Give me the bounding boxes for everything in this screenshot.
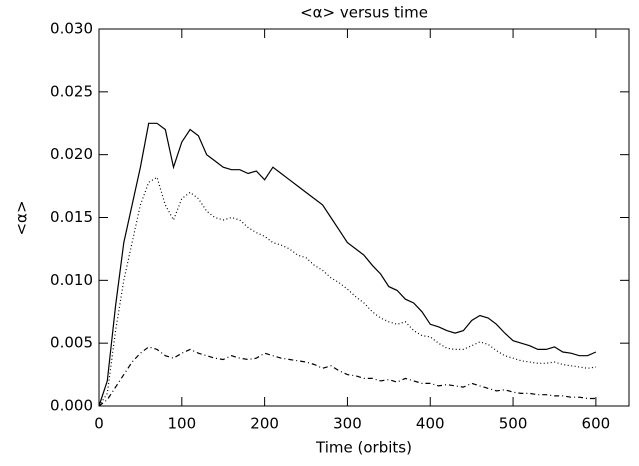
series-line [98,122,597,407]
x-tick-label: 100 [167,415,196,433]
x-tick-label: 600 [582,415,611,433]
y-tick-label: 0.020 [50,145,93,163]
series-line [98,346,596,407]
y-tick-label: 0.025 [50,82,93,100]
y-tick-label: 0.000 [50,397,93,415]
y-tick-label: 0.010 [50,271,93,289]
series-line [98,176,596,407]
plot-frame [98,28,630,407]
y-tick-label: 0.030 [50,20,93,38]
y-tick-label: 0.005 [50,334,93,352]
x-axis-label: Time (orbits) [315,439,412,457]
y-tick-label: 0.015 [50,208,93,226]
x-tick-label: 300 [333,415,362,433]
x-tick-label: 400 [416,415,445,433]
x-tick-label: 0 [94,415,104,433]
x-tick-label: 500 [499,415,528,433]
chart-title: <α> versus time [300,4,428,22]
y-axis-label: <α> [13,200,31,235]
x-tick-label: 200 [250,415,279,433]
